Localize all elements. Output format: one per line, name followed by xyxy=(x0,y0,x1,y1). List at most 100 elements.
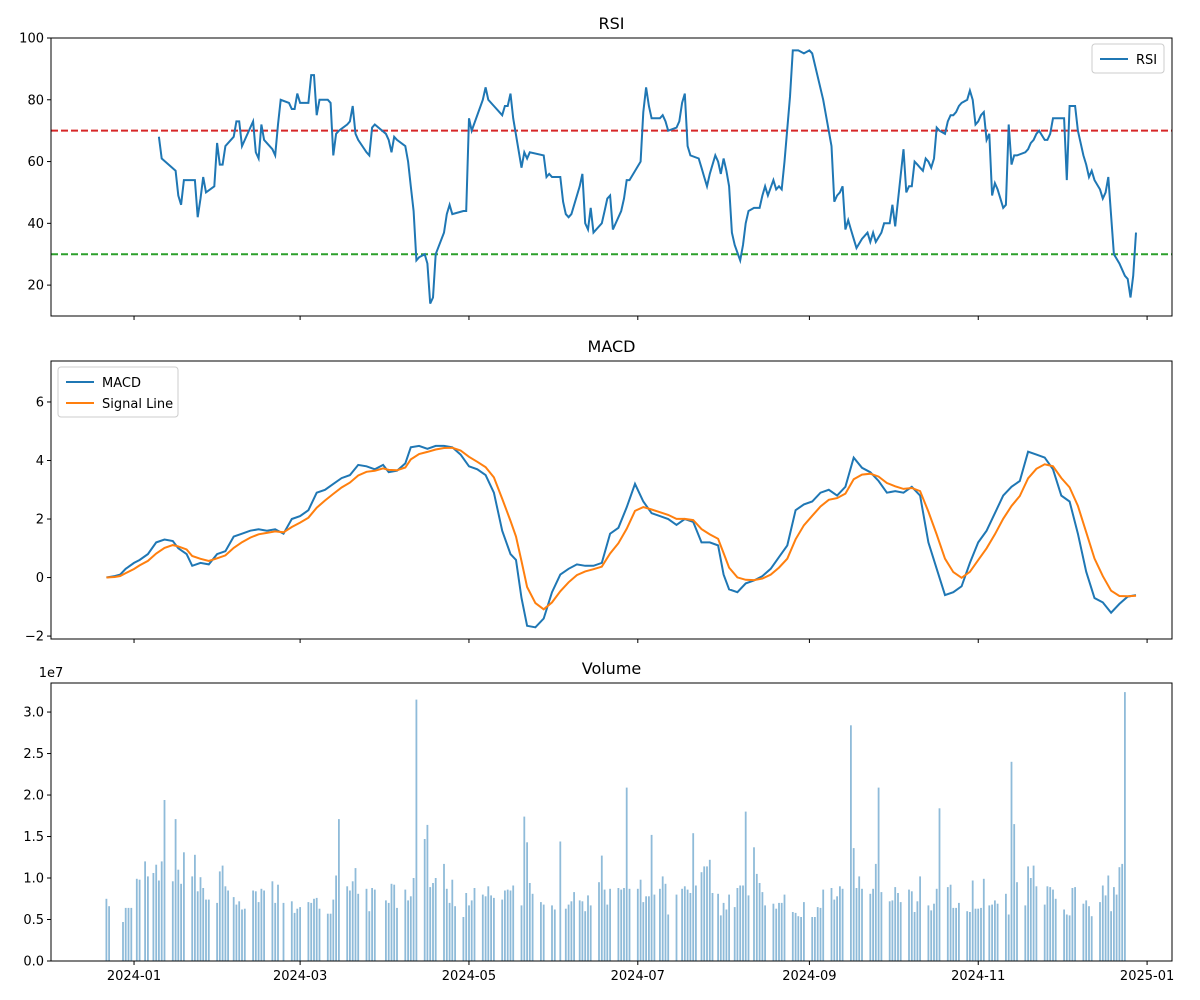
panel-title: MACD xyxy=(588,337,636,356)
volume-bar xyxy=(1027,866,1029,961)
axes-frame xyxy=(50,37,1173,317)
volume-bar xyxy=(238,901,241,961)
volume-bar xyxy=(293,912,296,961)
panel-title: RSI xyxy=(599,14,625,33)
legend: RSI xyxy=(1091,43,1165,74)
volume-bar xyxy=(235,904,238,961)
volume-bar xyxy=(124,907,127,961)
x-tick-label: 2024-07 xyxy=(611,969,665,984)
volume-bar xyxy=(791,912,794,961)
volume-bar xyxy=(252,890,254,961)
legend: MACD Signal Line xyxy=(57,366,179,418)
volume-bar xyxy=(996,903,999,961)
volume-bar xyxy=(277,884,279,961)
volume-bar xyxy=(1043,904,1046,961)
volume-bar xyxy=(897,893,899,961)
volume-bar xyxy=(664,883,667,961)
x-tick-label: 2025-01 xyxy=(1120,969,1174,984)
volume-bar xyxy=(1049,887,1052,961)
volume-bar xyxy=(1032,865,1035,961)
volume-bar xyxy=(653,894,656,961)
y-tick-label: 0.5 xyxy=(23,913,44,928)
volume-bar xyxy=(385,900,387,961)
volume-bar xyxy=(606,904,609,961)
volume-bar xyxy=(454,906,456,961)
volume-bar xyxy=(778,902,780,961)
volume-bar xyxy=(390,883,393,961)
volume-bar xyxy=(722,902,725,961)
volume-bar xyxy=(958,902,960,961)
volume-bar xyxy=(982,878,985,961)
x-tick-label: 2024-03 xyxy=(273,969,327,984)
volume-bar xyxy=(221,865,224,961)
volume-bar xyxy=(822,889,825,961)
volume-bar xyxy=(772,903,775,961)
volume-bar xyxy=(160,861,163,961)
volume-bar xyxy=(108,906,110,961)
volume-bar xyxy=(254,891,257,961)
volume-bar xyxy=(1088,906,1090,961)
volume-bar xyxy=(708,859,711,961)
volume-bar xyxy=(683,886,686,961)
volume-bar xyxy=(567,904,570,961)
volume-bar xyxy=(122,922,124,961)
volume-bar xyxy=(144,861,146,961)
volume-bar xyxy=(232,897,235,961)
offset-label: 1e7 xyxy=(39,666,64,681)
volume-bar xyxy=(872,888,874,961)
volume-bar xyxy=(861,888,863,961)
volume-bar xyxy=(429,887,432,961)
y-tick-label: 2 xyxy=(36,513,44,528)
volume-bar xyxy=(158,880,160,961)
volume-bar xyxy=(387,902,390,961)
volume-bar xyxy=(589,905,592,961)
volume-bar xyxy=(955,907,957,961)
volume-bar xyxy=(910,891,913,961)
volume-bar xyxy=(855,888,858,961)
volume-bar xyxy=(733,907,736,961)
volume-bar xyxy=(329,913,332,961)
volume-bar xyxy=(326,913,329,961)
y-tick-label: 40 xyxy=(27,217,44,232)
volume-bar xyxy=(725,909,728,961)
volume-bar xyxy=(850,725,852,961)
volume-bar xyxy=(282,902,285,961)
volume-bar xyxy=(371,888,373,961)
volume-bar xyxy=(152,873,155,961)
plot-area xyxy=(106,444,1137,629)
volume-bar xyxy=(742,885,744,961)
volume-bar xyxy=(155,864,158,961)
volume-bar xyxy=(803,902,805,961)
volume-bar xyxy=(404,889,407,961)
volume-bar xyxy=(260,888,263,961)
volume-bar xyxy=(617,888,620,961)
volume-bar xyxy=(836,896,838,961)
volume-bar xyxy=(935,888,938,961)
volume-bar xyxy=(609,888,611,961)
volume-bar xyxy=(736,888,739,961)
volume-bar xyxy=(354,868,357,961)
volume-bar xyxy=(587,895,589,961)
axes-frame xyxy=(50,682,1173,962)
volume-bar xyxy=(196,891,199,961)
y-tick-label: 3.0 xyxy=(23,706,44,721)
volume-bar xyxy=(841,888,844,961)
panel-volume: Volume 0.0 0.5 1.0 1.5 2.0 2.5 3.0 2024-01 2024-0… xyxy=(23,659,1174,984)
volume-bar xyxy=(135,878,138,961)
volume-bar xyxy=(448,902,451,961)
y-tick-label: 0.0 xyxy=(23,955,44,970)
volume-bar xyxy=(263,890,265,961)
volume-bar xyxy=(686,889,689,961)
volume-bar xyxy=(243,908,246,961)
y-tick-label: 4 xyxy=(36,454,44,469)
volume-bar xyxy=(839,886,841,961)
volume-bar xyxy=(1013,824,1016,961)
volume-bar xyxy=(473,888,476,961)
volume-bar xyxy=(1099,902,1101,961)
volume-bar xyxy=(296,908,299,961)
volume-bar xyxy=(271,881,274,961)
volume-bar xyxy=(481,894,484,961)
volume-bar xyxy=(797,916,800,961)
volume-bar xyxy=(1107,875,1110,961)
panel-macd: MACD −2 0 2 4 6 MACD Signal Line xyxy=(25,337,1173,645)
